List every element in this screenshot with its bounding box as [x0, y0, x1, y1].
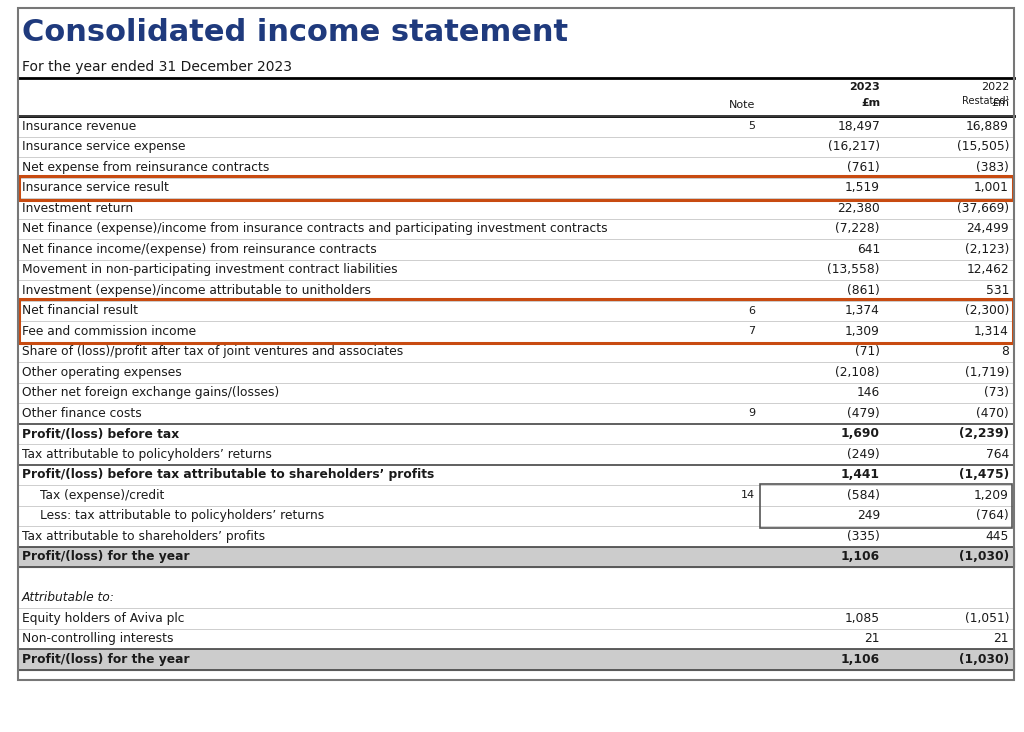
Text: Other finance costs: Other finance costs	[22, 407, 141, 419]
Text: (1,030): (1,030)	[958, 653, 1009, 665]
Text: 2022: 2022	[981, 82, 1009, 92]
Text: 21: 21	[864, 632, 880, 645]
Text: (249): (249)	[847, 448, 880, 460]
Text: (13,558): (13,558)	[827, 264, 880, 276]
Text: 12,462: 12,462	[967, 264, 1009, 276]
Text: Profit/(loss) before tax: Profit/(loss) before tax	[22, 427, 179, 440]
Text: (37,669): (37,669)	[956, 202, 1009, 214]
Text: 1,001: 1,001	[974, 182, 1009, 194]
Text: 1,314: 1,314	[974, 325, 1009, 337]
Text: (383): (383)	[976, 161, 1009, 173]
Text: (764): (764)	[976, 509, 1009, 522]
Text: Investment (expense)/income attributable to unitholders: Investment (expense)/income attributable…	[22, 284, 371, 296]
Text: (335): (335)	[847, 530, 880, 542]
Text: (15,505): (15,505)	[956, 141, 1009, 153]
Bar	[18, 649, 1014, 670]
Text: Note: Note	[729, 100, 755, 110]
Text: Profit/(loss) for the year: Profit/(loss) for the year	[22, 550, 189, 563]
Text: Insurance service expense: Insurance service expense	[22, 141, 185, 153]
Text: 1,106: 1,106	[841, 550, 880, 563]
Text: (16,217): (16,217)	[827, 141, 880, 153]
Text: Movement in non-participating investment contract liabilities: Movement in non-participating investment…	[22, 264, 397, 276]
Text: 249: 249	[857, 509, 880, 522]
Text: Net expense from reinsurance contracts: Net expense from reinsurance contracts	[22, 161, 269, 173]
Text: Net financial result: Net financial result	[22, 305, 138, 317]
Text: Equity holders of Aviva plc: Equity holders of Aviva plc	[22, 612, 184, 624]
Bar	[18, 547, 1014, 567]
Text: (479): (479)	[847, 407, 880, 419]
Text: 9: 9	[748, 408, 755, 418]
Text: 18,497: 18,497	[838, 120, 880, 132]
Text: 5: 5	[748, 122, 755, 131]
Text: Tax attributable to shareholders’ profits: Tax attributable to shareholders’ profit…	[22, 530, 265, 542]
Text: 1,209: 1,209	[974, 489, 1009, 501]
Text: Insurance service result: Insurance service result	[22, 182, 169, 194]
Text: (71): (71)	[855, 346, 880, 358]
Text: Net finance income/(expense) from reinsurance contracts: Net finance income/(expense) from reinsu…	[22, 243, 377, 255]
Text: Tax (expense)/credit: Tax (expense)/credit	[40, 489, 165, 501]
Text: 1,519: 1,519	[845, 182, 880, 194]
Text: 22,380: 22,380	[838, 202, 880, 214]
Text: (2,108): (2,108)	[836, 366, 880, 378]
Text: (2,239): (2,239)	[959, 427, 1009, 440]
Text: £m: £m	[991, 98, 1009, 108]
Text: 1,690: 1,690	[841, 427, 880, 440]
Text: Other net foreign exchange gains/(losses): Other net foreign exchange gains/(losses…	[22, 386, 280, 399]
Text: Profit/(loss) for the year: Profit/(loss) for the year	[22, 653, 189, 665]
Text: (7,228): (7,228)	[836, 223, 880, 235]
Text: (1,475): (1,475)	[958, 468, 1009, 481]
Text: 1,085: 1,085	[845, 612, 880, 624]
Text: Less: tax attributable to policyholders’ returns: Less: tax attributable to policyholders’…	[40, 509, 325, 522]
Text: (861): (861)	[847, 284, 880, 296]
Text: 6: 6	[748, 306, 755, 315]
Bar	[760, 484, 1012, 528]
Text: (2,123): (2,123)	[965, 243, 1009, 255]
Text: 7: 7	[748, 326, 755, 336]
Text: (761): (761)	[847, 161, 880, 173]
Text: (470): (470)	[976, 407, 1009, 419]
Text: 146: 146	[857, 386, 880, 399]
Text: (2,300): (2,300)	[965, 305, 1009, 317]
Text: Insurance revenue: Insurance revenue	[22, 120, 136, 132]
Text: 1,441: 1,441	[841, 468, 880, 481]
Text: Restated¹: Restated¹	[962, 96, 1009, 106]
Text: £m: £m	[861, 98, 880, 108]
Text: (73): (73)	[984, 386, 1009, 399]
Bar	[19, 299, 1013, 343]
Text: Investment return: Investment return	[22, 202, 133, 214]
Text: Net finance (expense)/income from insurance contracts and participating investme: Net finance (expense)/income from insura…	[22, 223, 607, 235]
Text: Other operating expenses: Other operating expenses	[22, 366, 181, 378]
Text: (1,051): (1,051)	[965, 612, 1009, 624]
Text: Profit/(loss) before tax attributable to shareholders’ profits: Profit/(loss) before tax attributable to…	[22, 468, 434, 481]
Text: Fee and commission income: Fee and commission income	[22, 325, 197, 337]
Text: For the year ended 31 December 2023: For the year ended 31 December 2023	[22, 60, 292, 74]
Text: (1,030): (1,030)	[958, 550, 1009, 563]
Text: 764: 764	[986, 448, 1009, 460]
Text: 14: 14	[741, 490, 755, 500]
Text: Share of (loss)/profit after tax of joint ventures and associates: Share of (loss)/profit after tax of join…	[22, 346, 403, 358]
Text: 1,374: 1,374	[845, 305, 880, 317]
Text: 21: 21	[993, 632, 1009, 645]
Text: Non-controlling interests: Non-controlling interests	[22, 632, 173, 645]
Text: 24,499: 24,499	[967, 223, 1009, 235]
Text: 641: 641	[857, 243, 880, 255]
Bar	[19, 176, 1013, 200]
Text: 2023: 2023	[849, 82, 880, 92]
Text: Attributable to:: Attributable to:	[22, 591, 115, 604]
Text: 8: 8	[1001, 346, 1009, 358]
Text: (584): (584)	[847, 489, 880, 501]
Text: 1,309: 1,309	[845, 325, 880, 337]
Text: 445: 445	[986, 530, 1009, 542]
Text: Consolidated income statement: Consolidated income statement	[22, 18, 568, 47]
Text: 16,889: 16,889	[966, 120, 1009, 132]
Text: Tax attributable to policyholders’ returns: Tax attributable to policyholders’ retur…	[22, 448, 272, 460]
Text: 531: 531	[986, 284, 1009, 296]
Text: 1,106: 1,106	[841, 653, 880, 665]
Text: (1,719): (1,719)	[965, 366, 1009, 378]
